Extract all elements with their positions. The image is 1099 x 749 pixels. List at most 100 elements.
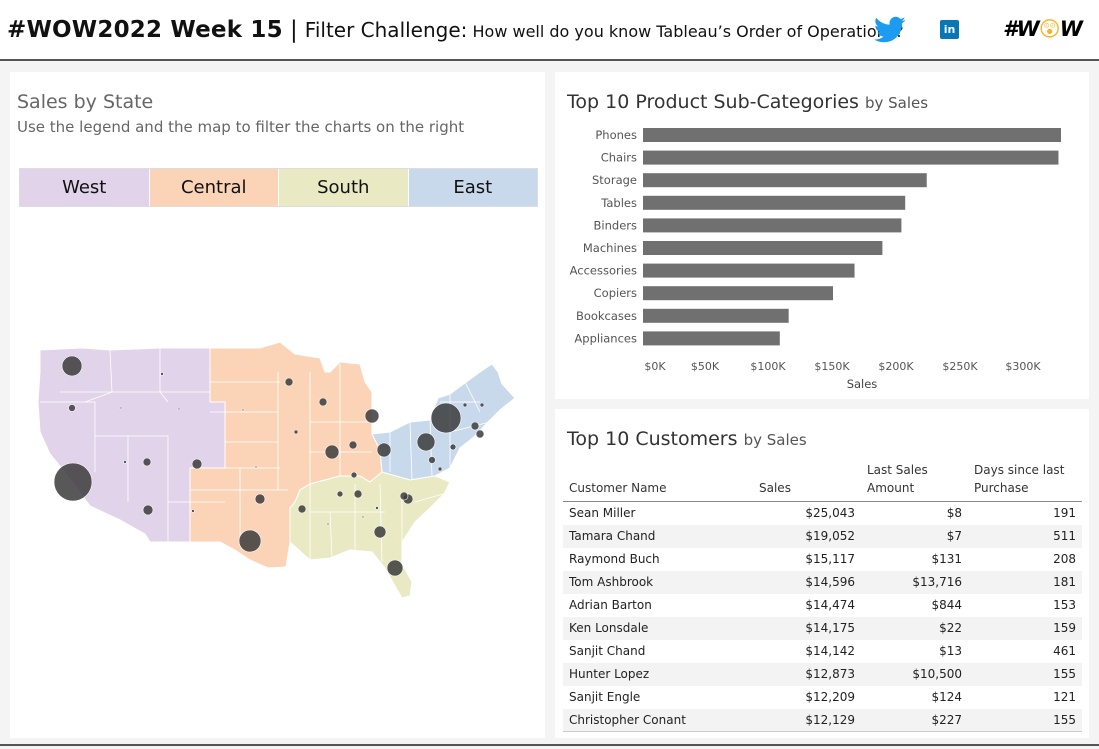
table-row[interactable]: Sean Miller $25,043 $8 191 — [563, 502, 1082, 525]
bar-storage[interactable] — [643, 173, 927, 188]
state-bubble[interactable] — [479, 402, 485, 408]
col-days-since-last-purchase[interactable]: Days since last Purchase — [968, 461, 1082, 502]
legend-region-central[interactable]: Central — [149, 169, 279, 206]
legend-region-west[interactable]: West — [20, 169, 150, 206]
bar-machines[interactable] — [643, 241, 883, 255]
cell-sales: $25,043 — [805, 506, 855, 521]
state-bubble[interactable] — [470, 421, 480, 431]
state-bubble[interactable] — [297, 504, 307, 514]
twitter-icon[interactable] — [874, 16, 906, 44]
state-bubble[interactable] — [326, 522, 330, 526]
col-customer-name[interactable]: Customer Name — [563, 461, 753, 502]
state-bubble[interactable] — [254, 493, 266, 505]
col-last-sales-amount[interactable]: Last Sales Amount — [861, 461, 968, 502]
map-region-south[interactable] — [289, 471, 451, 599]
state-bubble[interactable] — [119, 406, 123, 410]
bar-appliances[interactable] — [643, 331, 780, 346]
state-bubble[interactable] — [177, 407, 181, 411]
cell-days-since-last-purchase: 159 — [1053, 621, 1076, 635]
state-bubble[interactable] — [386, 559, 404, 577]
title-question: How well do you know Tableau’s Order of … — [472, 22, 904, 41]
cell-last-sales-amount: $13 — [939, 644, 962, 658]
dashboard-title: #WOW2022 Week 15 | Filter Challenge: How… — [7, 17, 904, 43]
x-tick-label: $0K — [644, 360, 666, 373]
table-row[interactable]: Christopher Conant $12,129 $227 155 — [563, 708, 1082, 732]
us-sales-map[interactable] — [10, 72, 545, 738]
state-sales-bubbles — [53, 355, 485, 577]
state-bubble[interactable] — [53, 462, 93, 502]
state-bubble[interactable] — [68, 404, 76, 412]
state-bubble[interactable] — [160, 372, 164, 376]
col-sales[interactable]: Sales — [753, 461, 861, 502]
state-bubble[interactable] — [437, 466, 443, 472]
cell-sales: $14,175 — [805, 621, 855, 635]
cell-sales: $14,474 — [805, 598, 855, 612]
state-bubble[interactable] — [361, 515, 365, 519]
x-tick-label: $300K — [1005, 360, 1041, 373]
state-bubble[interactable] — [430, 402, 462, 434]
cell-days-since-last-purchase: 121 — [1053, 690, 1076, 704]
state-bubble[interactable] — [318, 397, 328, 407]
state-bubble[interactable] — [191, 509, 195, 513]
state-bubble[interactable] — [61, 355, 83, 377]
cell-days-since-last-purchase: 155 — [1053, 667, 1076, 681]
table-row[interactable]: Sanjit Engle $12,209 $124 121 — [563, 686, 1082, 709]
state-bubble[interactable] — [449, 443, 457, 451]
cell-customer-name: Christopher Conant — [563, 708, 753, 732]
bar-chairs[interactable] — [643, 150, 1059, 165]
wow-logo: #W😲W — [1003, 17, 1083, 41]
state-bubble[interactable] — [376, 442, 392, 458]
state-bubble[interactable] — [241, 408, 245, 412]
table-row[interactable]: Hunter Lopez $12,873 $10,500 155 — [563, 662, 1082, 686]
bar-copiers[interactable] — [643, 286, 833, 301]
table-row[interactable]: Raymond Buch $15,117 $131 208 — [563, 548, 1082, 571]
bar-bookcases[interactable] — [643, 308, 789, 323]
state-bubble[interactable] — [238, 529, 262, 553]
linkedin-icon[interactable]: in — [940, 20, 959, 39]
sales-by-state-panel: Sales by State Use the legend and the ma… — [10, 72, 545, 738]
table-row[interactable]: Tom Ashbrook $14,596 $13,716 181 — [563, 570, 1082, 594]
state-bubble[interactable] — [142, 457, 152, 467]
state-bubble[interactable] — [293, 429, 299, 435]
state-bubble[interactable] — [428, 456, 436, 464]
cell-days-since-last-purchase: 181 — [1053, 575, 1076, 589]
state-bubble[interactable] — [462, 402, 468, 408]
customers-panel: Top 10 Customers by Sales Customer Name … — [555, 409, 1089, 738]
state-bubble[interactable] — [284, 377, 294, 387]
cell-days-since-last-purchase: 208 — [1053, 552, 1076, 566]
state-bubble[interactable] — [142, 504, 154, 516]
x-tick-label: $50K — [691, 360, 720, 373]
cell-last-sales-amount: $10,500 — [912, 667, 962, 681]
state-bubble[interactable] — [123, 460, 127, 464]
legend-region-south[interactable]: South — [279, 169, 409, 206]
legend-region-east[interactable]: East — [408, 169, 537, 206]
state-bubble[interactable] — [375, 506, 379, 510]
cell-customer-name: Sanjit Chand — [569, 644, 646, 658]
table-row[interactable]: Sanjit Chand $14,142 $13 461 — [563, 640, 1082, 663]
state-bubble[interactable] — [350, 471, 358, 479]
state-bubble[interactable] — [399, 491, 409, 501]
table-row[interactable]: Ken Lonsdale $14,175 $22 159 — [563, 616, 1082, 640]
state-bubble[interactable] — [348, 440, 358, 450]
table-row[interactable]: Adrian Barton $14,474 $844 153 — [563, 594, 1082, 617]
table-row[interactable]: Tamara Chand $19,052 $7 511 — [563, 524, 1082, 548]
state-bubble[interactable] — [191, 458, 203, 470]
bar-binders[interactable] — [643, 218, 902, 233]
cell-customer-name: Ken Lonsdale — [569, 621, 649, 635]
cell-customer-name: Sanjit Engle — [569, 690, 641, 704]
bar-accessories[interactable] — [643, 263, 855, 278]
x-axis-label: Sales — [847, 377, 878, 391]
state-bubble[interactable] — [373, 525, 387, 539]
bar-tables[interactable] — [643, 195, 906, 210]
state-bubble[interactable] — [475, 429, 485, 439]
bar-category-label: Machines — [583, 241, 637, 255]
state-bubble[interactable] — [364, 408, 380, 424]
bar-category-label: Copiers — [594, 286, 637, 300]
state-bubble[interactable] — [241, 364, 245, 368]
state-bubble[interactable] — [336, 490, 344, 498]
state-bubble[interactable] — [324, 444, 340, 460]
state-bubble[interactable] — [353, 489, 363, 499]
bar-phones[interactable] — [643, 128, 1061, 142]
state-bubble[interactable] — [416, 432, 436, 452]
state-bubble[interactable] — [254, 465, 258, 469]
